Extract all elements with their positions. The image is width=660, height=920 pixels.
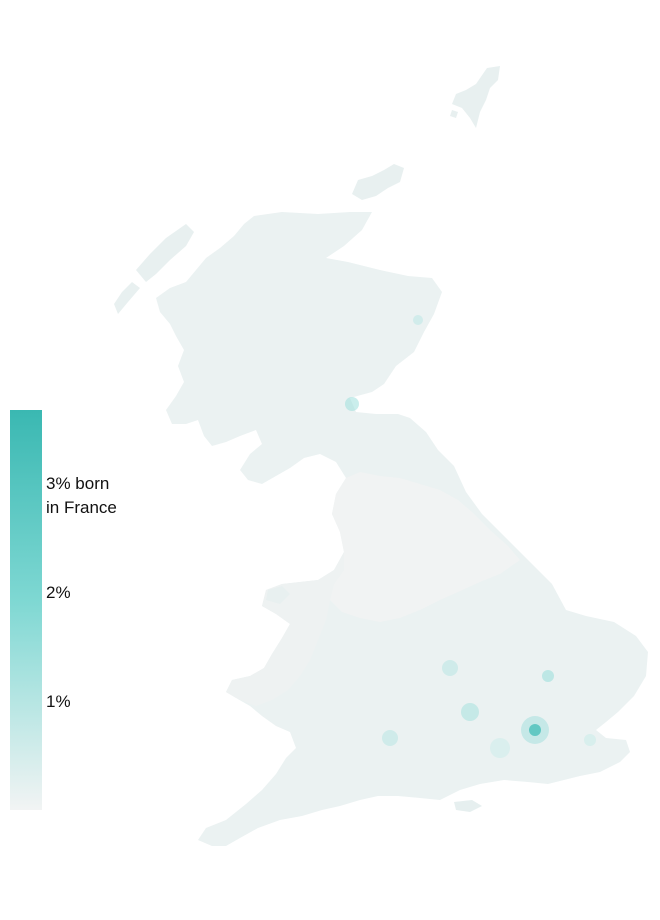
anglesey <box>266 586 290 604</box>
color-scale-bar <box>10 410 42 810</box>
great-britain-mainland <box>156 212 648 846</box>
hotspots <box>345 315 596 758</box>
outer-hebrides <box>114 224 194 314</box>
legend-label-1-percent: 1% <box>46 692 71 711</box>
shetland-islands <box>450 66 500 128</box>
isle-of-wight <box>454 800 482 812</box>
legend-label-2-percent: 2% <box>46 583 71 602</box>
legend-label-3-percent: 3% born in France <box>46 474 117 517</box>
orkney-islands <box>352 164 404 200</box>
